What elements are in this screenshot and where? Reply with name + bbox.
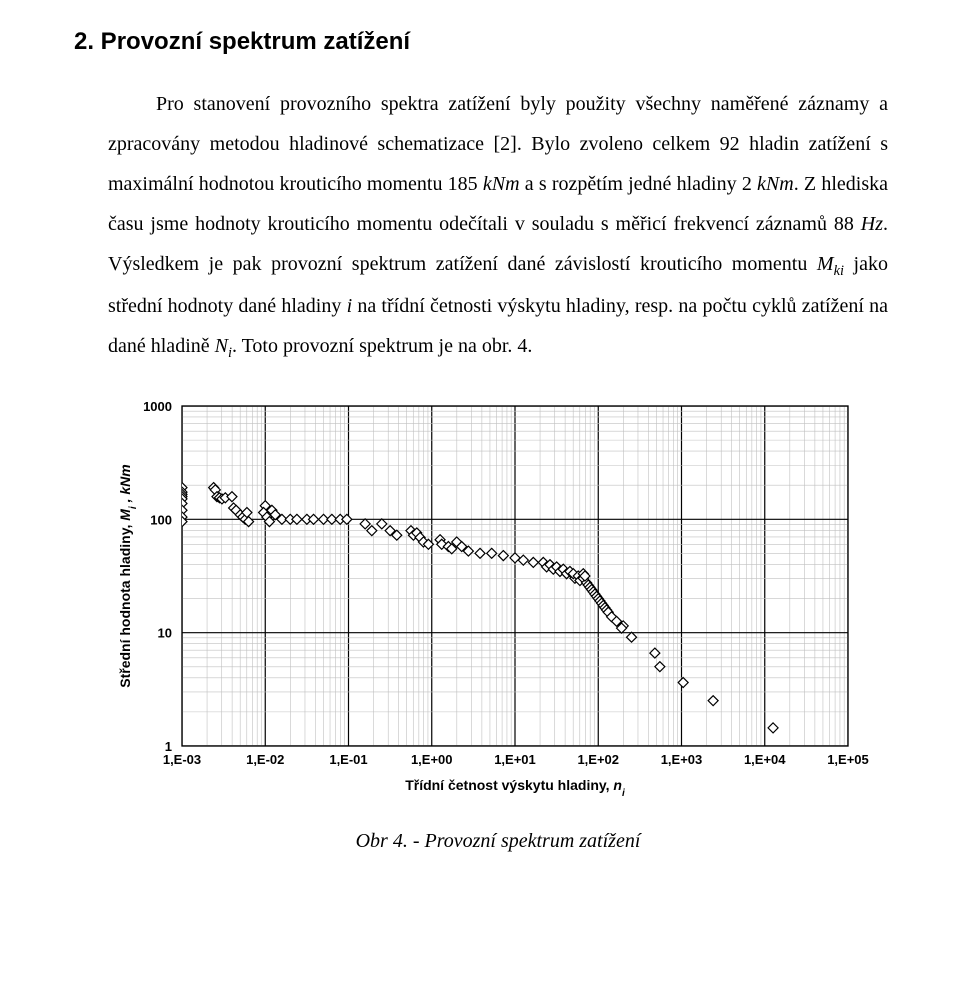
svg-text:1,E+04: 1,E+04 — [744, 752, 786, 767]
svg-text:1,E+02: 1,E+02 — [577, 752, 619, 767]
sym-n: N — [215, 335, 228, 357]
svg-text:1,E+01: 1,E+01 — [494, 752, 536, 767]
paragraph-seg7: . Toto provozní spektrum je na obr. 4. — [232, 335, 532, 357]
svg-text:1000: 1000 — [143, 399, 172, 414]
svg-text:1,E+05: 1,E+05 — [827, 752, 869, 767]
unit-hz: Hz — [861, 213, 883, 235]
unit-knm-1: kNm — [483, 173, 520, 195]
svg-text:1,E+03: 1,E+03 — [661, 752, 703, 767]
svg-text:1,E-03: 1,E-03 — [163, 752, 201, 767]
svg-text:100: 100 — [150, 512, 172, 527]
section-title: 2. Provozní spektrum zatížení — [74, 28, 888, 56]
chart-container: 1,E-03 1,E-02 1,E-01 1,E+00 1,E+01 1,E+02 1,E+… — [108, 390, 888, 853]
sym-m: M — [817, 253, 834, 275]
svg-text:1: 1 — [165, 739, 172, 754]
svg-text:10: 10 — [158, 625, 172, 640]
paragraph-seg2: a s rozpětím jedné hladiny 2 — [520, 173, 757, 195]
body-paragraph: Pro stanovení provozního spektra zatížen… — [108, 84, 888, 368]
unit-knm-2: kNm — [757, 173, 794, 195]
sub-ki: ki — [834, 263, 844, 279]
svg-text:1,E-01: 1,E-01 — [329, 752, 367, 767]
scatter-chart: 1,E-03 1,E-02 1,E-01 1,E+00 1,E+01 1,E+02 1,E+… — [108, 390, 888, 820]
svg-text:1,E-02: 1,E-02 — [246, 752, 284, 767]
svg-text:1,E+00: 1,E+00 — [411, 752, 453, 767]
chart-caption: Obr 4. - Provozní spektrum zatížení — [108, 830, 888, 853]
